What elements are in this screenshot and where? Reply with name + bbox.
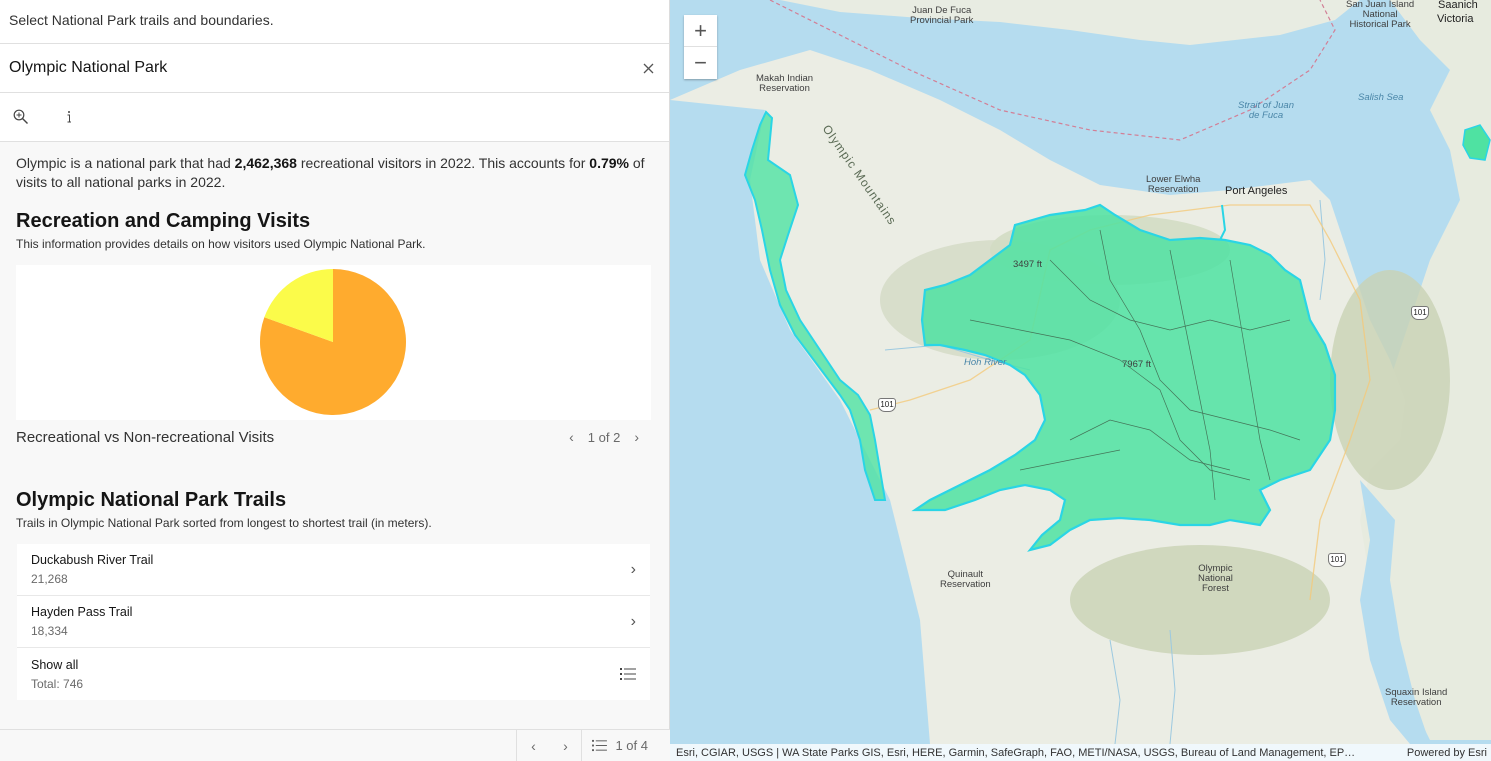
feature-page-indicator: 1 of 4 [615, 738, 648, 753]
zoom-in-button[interactable]: + [684, 15, 717, 47]
map-label: Salish Sea [1358, 92, 1404, 103]
map-view[interactable]: + − Juan De Fuca Provincial Park Saanich… [670, 0, 1491, 761]
chart-pager: ‹ 1 of 2 › [565, 429, 653, 445]
zoom-controls: + − [684, 15, 717, 79]
list-item[interactable]: Hayden Pass Trail 18,334 › [17, 596, 650, 648]
feature-next-button[interactable]: › [563, 737, 568, 754]
powered-by-esri[interactable]: Powered by Esri [1406, 746, 1487, 759]
zoom-in-icon [13, 109, 28, 124]
map-label: Makah Indian Reservation [756, 73, 814, 94]
chart-page-indicator: 1 of 2 [587, 429, 621, 445]
action-bar [0, 93, 669, 142]
chevron-right-icon: › [630, 612, 636, 630]
visit-percent: 0.79% [589, 155, 629, 171]
feature-menu-button[interactable]: 1 of 4 [582, 738, 670, 753]
feature-content: Olympic is a national park that had 2,46… [0, 142, 669, 712]
info-icon [67, 111, 71, 123]
map-label: Olympic National Forest [1198, 563, 1233, 594]
map-label: Saanich [1438, 0, 1478, 11]
feature-previous-button[interactable]: ‹ [531, 737, 536, 754]
map-label: Juan De Fuca Provincial Park [910, 5, 974, 26]
chart-footer: Recreational vs Non-recreational Visits … [16, 427, 653, 447]
trail-name: Hayden Pass Trail [31, 605, 133, 619]
map-label: Victoria [1437, 13, 1474, 25]
list-icon [620, 668, 636, 680]
zoom-out-button[interactable]: − [694, 50, 707, 75]
show-all-item[interactable]: Show all Total: 746 [17, 648, 650, 700]
summary-text-mid: recreational visitors in 2022. This acco… [296, 155, 590, 171]
feature-title: Olympic National Park [9, 59, 168, 76]
recreation-section-title: Recreation and Camping Visits [16, 210, 311, 232]
trails-total: Total: 746 [31, 676, 84, 691]
recreation-section-description: This information provides details on how… [16, 237, 426, 251]
trails-section-title: Olympic National Park Trails [16, 489, 287, 511]
trails-list: Duckabush River Trail 21,268 › Hayden Pa… [17, 544, 650, 700]
map-label: Quinault Reservation [940, 569, 991, 590]
info-button[interactable] [58, 106, 80, 128]
trail-length: 18,334 [31, 624, 68, 638]
list-item[interactable]: Duckabush River Trail 21,268 › [17, 544, 650, 596]
attribution-text[interactable]: Esri, CGIAR, USGS | WA State Parks GIS, … [676, 746, 1356, 759]
trails-section-description: Trails in Olympic National Park sorted f… [16, 516, 432, 530]
trail-length: 21,268 [31, 572, 68, 586]
trail-name: Duckabush River Trail [31, 553, 154, 567]
list-icon [592, 739, 608, 752]
show-all-label: Show all [31, 657, 79, 672]
map-label: Port Angeles [1225, 185, 1288, 197]
close-button[interactable] [636, 56, 660, 80]
feature-header: Olympic National Park [0, 44, 669, 93]
panel-footer: ‹ › 1 of 4 [0, 729, 670, 761]
chevron-right-icon: › [630, 560, 636, 578]
chart-previous-button[interactable]: ‹ [569, 429, 574, 445]
zoom-to-button[interactable] [10, 106, 32, 128]
visitor-summary: Olympic is a national park that had 2,46… [16, 154, 653, 192]
map-label: 3497 ft [1013, 259, 1043, 270]
map-label: San Juan Island National Historical Park [1346, 0, 1415, 30]
summary-text-post: of visits to all national parks in 2022. [16, 155, 645, 190]
route-shield: 101 [1411, 306, 1429, 320]
chart-caption: Recreational vs Non-recreational Visits [16, 428, 275, 446]
pie-slice[interactable] [264, 269, 333, 342]
pie-chart-container [16, 265, 651, 420]
basemap [670, 0, 1491, 745]
map-label: Lower Elwha Reservation [1146, 174, 1201, 195]
visitor-count: 2,462,368 [234, 155, 297, 171]
map-label: Strait of Juan de Fuca [1238, 100, 1294, 121]
pie-chart [260, 269, 407, 415]
route-shield: 101 [878, 398, 896, 412]
close-icon [643, 63, 653, 73]
summary-text-pre: Olympic is a national park that had [16, 155, 235, 171]
map-label: 7967 ft [1122, 359, 1152, 370]
map-label: Hoh River [964, 357, 1007, 368]
map-label: Squaxin Island Reservation [1385, 687, 1448, 708]
map-attribution: Esri, CGIAR, USGS | WA State Parks GIS, … [670, 744, 1491, 761]
instruction-text: Select National Park trails and boundari… [0, 0, 669, 44]
route-shield: 101 [1328, 553, 1346, 567]
chart-next-button[interactable]: › [634, 429, 639, 445]
feature-panel: Select National Park trails and boundari… [0, 0, 670, 761]
